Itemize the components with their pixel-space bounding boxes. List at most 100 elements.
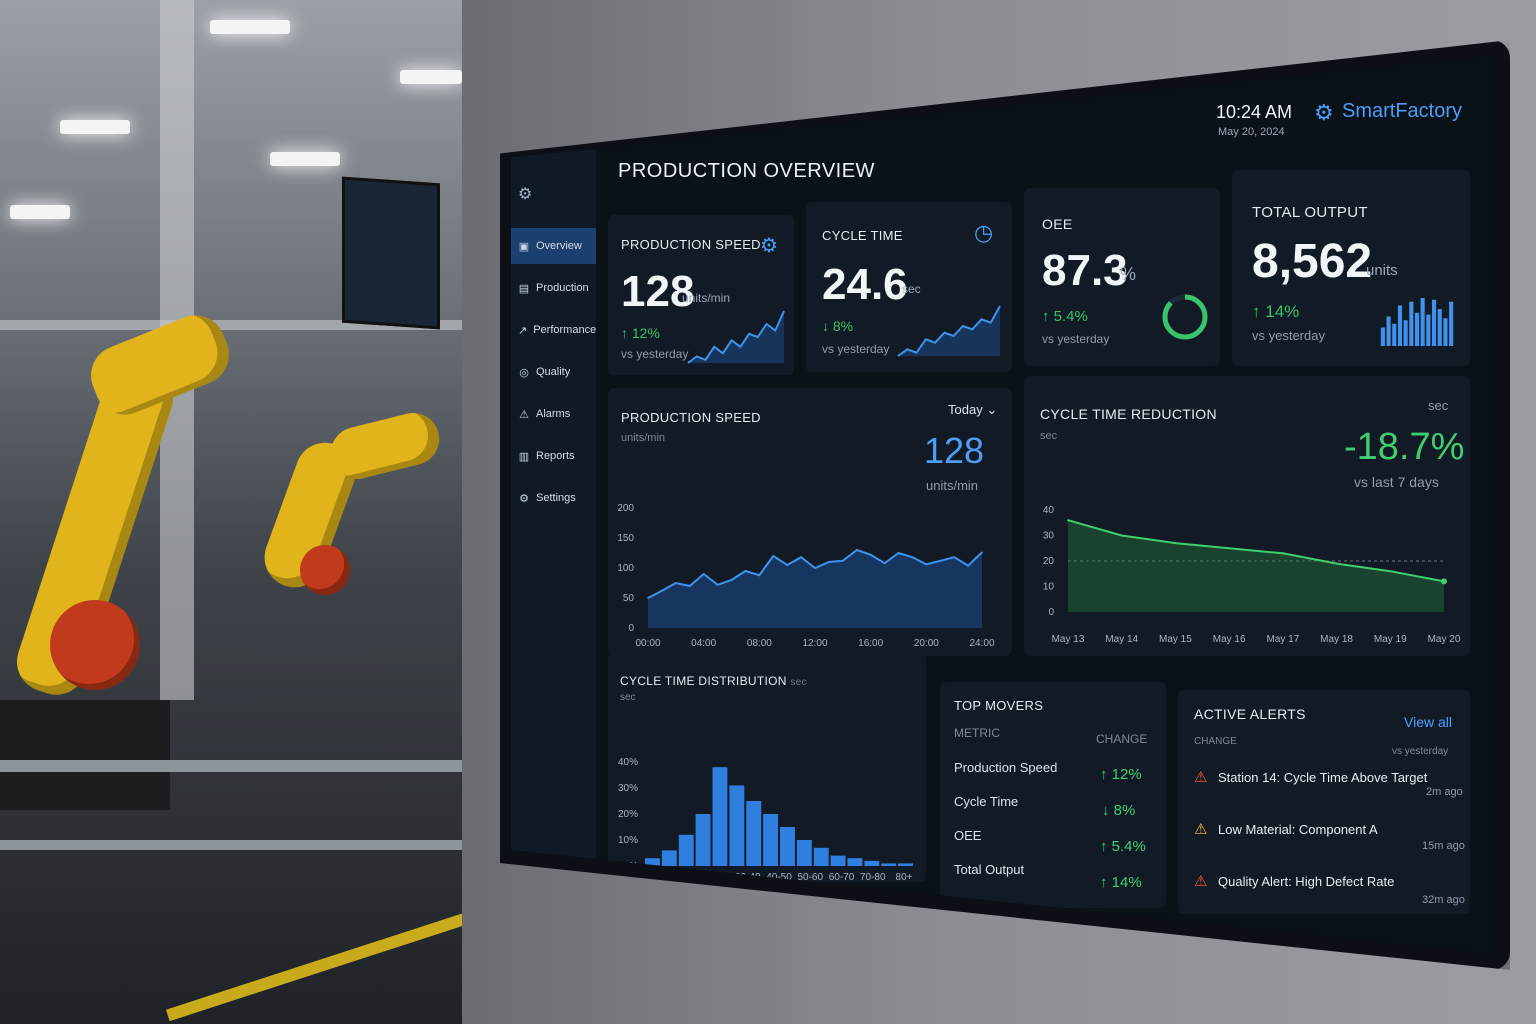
chart-unit-inline: sec [790, 677, 807, 688]
mover-row-change: 8% [1113, 802, 1136, 819]
clock-time: 10:24 AM [1216, 102, 1293, 122]
sidebar-item-production[interactable]: ▤ Production [511, 270, 596, 306]
kpi-card-oee[interactable]: OEE 87.3 % ↑ 5.4% vs yesterday [1024, 188, 1220, 366]
y-tick-label: 200 [617, 503, 634, 514]
alert-ago: 32m ago [1422, 894, 1465, 906]
distribution-bar [712, 767, 728, 866]
active-alerts-card: ACTIVE ALERTS View all CHANGE vs yesterd… [1178, 690, 1470, 914]
sidebar-item-settings[interactable]: ⚙ Settings [511, 480, 596, 516]
y-tick-label: 50 [623, 593, 635, 604]
cycle-sparkline-line [897, 305, 1001, 357]
sidebar-item-label: Settings [536, 492, 576, 504]
output-bar [1443, 318, 1448, 346]
kpi-label: PRODUCTION SPEED [621, 237, 761, 252]
alert-text[interactable]: Quality Alert: High Defect Rate [1218, 874, 1395, 889]
production-icon: ▤ [518, 282, 530, 295]
sidebar-item-performance[interactable]: ↗ Performance [511, 312, 596, 348]
x-tick-label: 12:00 [802, 638, 827, 649]
kpi-change: 5.4% [1053, 308, 1088, 325]
chart-title: CYCLE TIME REDUCTION [1040, 406, 1217, 422]
kpi-change: 12% [631, 325, 660, 341]
x-tick-label: May 16 [1213, 634, 1246, 645]
sidebar-item-overview[interactable]: ▣ Overview [510, 228, 596, 264]
sidebar-item-label: Reports [536, 450, 575, 462]
dashboard-screen: ⚙ ▣ Overview ▤ Production ↗ Performance … [510, 55, 1495, 954]
arrow-up-icon: ↑ [1100, 766, 1108, 783]
reduction-point [1067, 519, 1069, 522]
x-tick-label: May 20 [1428, 634, 1461, 645]
reduction-point [1174, 542, 1177, 545]
kpi-card-production-speed[interactable]: PRODUCTION SPEED ⚙ 128 units/min ↑ 12% v… [608, 215, 794, 375]
distribution-bar [796, 840, 812, 866]
speed-point [800, 556, 802, 558]
arrow-up-icon: ↑ [1100, 838, 1108, 855]
alert-text[interactable]: Station 14: Cycle Time Above Target [1218, 770, 1428, 785]
kpi-change: 14% [1265, 302, 1300, 321]
production-speed-line-chart: 0 50 100 150 200 00:00 04:00 08:00 12:00 16:00 20:… [617, 503, 995, 649]
speed-point [730, 579, 733, 581]
sparkline-production-speed [687, 310, 785, 364]
sidebar-item-reports[interactable]: ▥ Reports [511, 438, 596, 474]
kpi-card-total-output[interactable]: TOTAL OUTPUT 8,562 units ↑ 14% vs yester… [1232, 170, 1470, 366]
y-tick-label: 20% [618, 809, 638, 820]
speed-point [814, 567, 816, 569]
kpi-compare: vs yesterday [1252, 328, 1325, 343]
output-bar [1409, 301, 1414, 346]
alert-text[interactable]: Low Material: Component A [1218, 822, 1378, 837]
mover-row-metric: OEE [954, 828, 982, 843]
sidebar-item-alarms[interactable]: ⚠ Alarms [511, 396, 596, 432]
speed-point [702, 573, 705, 575]
x-tick-label: 04:00 [691, 638, 716, 649]
conveyor-rail [0, 760, 462, 772]
sidebar-item-label: Overview [536, 240, 582, 252]
output-bar [1397, 305, 1402, 346]
output-bar [1403, 320, 1408, 346]
page-title: PRODUCTION OVERVIEW [618, 160, 875, 182]
mover-row-metric: Total Output [954, 862, 1025, 877]
speed-point [688, 585, 691, 587]
y-tick-label: 0 [1048, 607, 1054, 618]
distribution-bar [763, 814, 778, 866]
kpi-card-cycle-time[interactable]: CYCLE TIME ◷ 24.6 sec ↓ 8% vs yesterday [806, 202, 1012, 372]
output-bar [1449, 301, 1454, 346]
speed-point [981, 551, 983, 554]
chart-unit: sec [1040, 430, 1058, 442]
reduction-point [1389, 570, 1392, 573]
speed-point [967, 564, 969, 567]
distribution-bar [780, 827, 795, 866]
current-speed: 128 [924, 430, 985, 471]
sidebar-item-quality[interactable]: ◎ Quality [511, 354, 596, 390]
kpi-label: TOTAL OUTPUT [1252, 204, 1368, 221]
cycle-time-reduction-chart: 0 10 20 30 40 May 13 May 14 May 15 May 16 May 17 M… [1043, 505, 1461, 645]
sidebar: ⚙ ▣ Overview ▤ Production ↗ Performance … [510, 150, 596, 870]
gauge-fill [1162, 294, 1208, 340]
mover-row-change: 14% [1111, 874, 1142, 891]
x-tick-label: 24:00 [969, 638, 994, 649]
distribution-bar [678, 834, 694, 866]
mover-row-metric: Cycle Time [954, 794, 1019, 809]
distribution-bar [645, 858, 660, 866]
output-bar [1386, 316, 1391, 346]
chevron-down-icon: ⌄ [986, 402, 998, 417]
kpi-value: 8,562 [1252, 235, 1373, 288]
ceiling-light [270, 152, 340, 166]
range-select[interactable]: Today ⌄ [948, 402, 997, 418]
sidebar-item-label: Quality [536, 366, 571, 378]
output-bar [1426, 314, 1431, 346]
top-movers-card: TOP MOVERS METRIC CHANGE Production Spee… [940, 682, 1166, 908]
floor-stripe [165, 910, 462, 1022]
speed-point [897, 552, 900, 554]
app-logo-icon: ⚙ [518, 186, 533, 203]
performance-icon: ↗ [518, 324, 528, 337]
kpi-compare: vs yesterday [621, 347, 689, 361]
reduction-point [1441, 578, 1447, 585]
distribution-bar [898, 863, 913, 866]
speed-point [716, 584, 719, 586]
view-all-link[interactable]: View all [1404, 714, 1452, 730]
mover-row-change: 5.4% [1111, 838, 1146, 855]
alert-ago: 2m ago [1426, 786, 1463, 798]
background-monitor [342, 176, 440, 330]
alert-ago: 15m ago [1422, 840, 1465, 852]
reduction-point [1335, 562, 1338, 565]
speed-point [883, 562, 886, 564]
